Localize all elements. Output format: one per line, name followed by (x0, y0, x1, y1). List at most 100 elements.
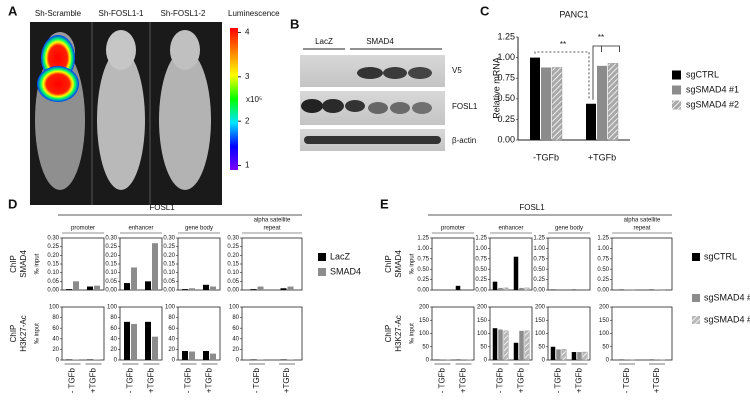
bar (582, 351, 588, 361)
y-tick-label: 0.25 (597, 277, 609, 283)
y-tick-label: 1.00 (497, 52, 515, 62)
bar (152, 336, 158, 360)
y-tick-label: 80 (232, 315, 239, 321)
y-tick-label: 0.15 (105, 262, 117, 268)
plot-frame (177, 306, 221, 361)
legend-swatch (692, 294, 700, 302)
bar (492, 328, 498, 360)
bar (131, 323, 137, 360)
y-tick-label: 1.00 (475, 246, 487, 252)
y-tick-label: 80 (52, 315, 59, 321)
column-header: repeat (263, 226, 280, 232)
colorbar-tick-label: 2 (245, 116, 250, 125)
bar (577, 352, 582, 360)
y-tick-label: 0.15 (47, 262, 59, 268)
y-tick-label: 1.25 (417, 236, 429, 242)
bar (551, 67, 563, 141)
western-blot (300, 48, 445, 151)
chart-title: PANC1 (559, 9, 588, 19)
gene-header: FOSL1 (519, 203, 545, 212)
bar (287, 359, 294, 360)
y-tick-label: 200 (599, 305, 610, 311)
panel-label: E (380, 196, 389, 211)
colorbar-tick-label: 1 (245, 161, 250, 170)
y-tick-label: 0.30 (163, 236, 175, 242)
legend-label: sgSMAD4 #2 (686, 99, 739, 109)
y-tick-label: 0 (56, 358, 60, 364)
y-tick-label: 0.30 (105, 236, 117, 242)
blot-group: SMAD4 (366, 37, 394, 46)
y-tick-label: 0.10 (105, 270, 117, 276)
panel-label: D (8, 196, 17, 211)
y-tick-label: 0 (426, 358, 430, 364)
y-tick-label: 0.00 (533, 288, 545, 294)
bar (530, 57, 540, 140)
y-tick-label: 0.25 (475, 277, 487, 283)
bar (586, 103, 596, 140)
y-tick-label: 0 (236, 358, 240, 364)
group-label: - TGFb (554, 367, 563, 393)
y-tick-label: 1.25 (533, 236, 545, 242)
y-tick-label: 40 (232, 336, 239, 342)
group-label: +TGFb (652, 367, 661, 393)
y-tick-label: 200 (477, 305, 488, 311)
plot-frame (611, 237, 673, 291)
bar (73, 359, 79, 360)
bar (561, 349, 567, 361)
bar (455, 285, 461, 290)
group-label: - TGFb (438, 367, 447, 393)
y-tick-label: 0.10 (47, 270, 59, 276)
y-tick-label: 20 (110, 347, 117, 353)
bar (498, 287, 503, 290)
y-tick-label: 0.10 (163, 270, 175, 276)
y-tick-label: 0.00 (475, 288, 487, 294)
significance-bracket (534, 51, 590, 100)
plot-frame (489, 237, 533, 291)
panel-label: A (8, 3, 18, 18)
legend-swatch (692, 316, 700, 324)
y-tick-label: 0.00 (163, 288, 175, 294)
y-tick-label: 0.05 (227, 279, 239, 285)
bar (73, 281, 79, 290)
y-tick-label: 20 (168, 347, 175, 353)
bar (541, 67, 551, 140)
y-tick-label: 100 (107, 305, 118, 311)
colorbar-title: Luminescence (228, 9, 280, 18)
x-tick-label: +TGFb (588, 152, 616, 162)
plot-frame (611, 306, 673, 361)
group-label: +TGFb (205, 367, 214, 393)
legend-swatch (672, 85, 681, 95)
y-tick-label: 0.15 (227, 262, 239, 268)
bar (210, 286, 216, 290)
band-label: V5 (452, 66, 462, 75)
y-tick-label: 0.20 (163, 253, 175, 259)
bar (571, 352, 577, 360)
bar (152, 243, 158, 290)
y-tick-label: 0.05 (163, 279, 175, 285)
y-tick-label: 1.25 (597, 236, 609, 242)
y-tick-label: 0.30 (47, 236, 59, 242)
y-tick-label: 100 (419, 331, 430, 337)
y-tick-label: 40 (52, 336, 59, 342)
bar (513, 342, 519, 360)
y-tick-label: 0.50 (533, 267, 545, 273)
bar (503, 330, 509, 361)
colorbar-multiplier: x10⁵ (246, 95, 262, 104)
bar (524, 287, 530, 291)
plot-frame (61, 237, 105, 291)
y-axis-title: ‰ input (410, 253, 416, 274)
y-tick-label: 0.50 (475, 267, 487, 273)
plot-frame (241, 237, 303, 291)
y-tick-label: 0.50 (417, 267, 429, 273)
y-tick-label: 80 (110, 315, 117, 321)
group-label: +TGFb (89, 367, 98, 393)
bar (189, 351, 195, 360)
image-label: Sh-Scramble (35, 9, 82, 18)
row-title: ChIP (384, 255, 393, 273)
y-tick-label: 100 (49, 305, 60, 311)
y-tick-label: 100 (599, 331, 610, 337)
y-tick-label: 0.05 (47, 279, 59, 285)
row-title: ChIP (9, 325, 18, 343)
bar (607, 63, 619, 141)
y-axis-title: Relative mRNA (491, 57, 501, 119)
